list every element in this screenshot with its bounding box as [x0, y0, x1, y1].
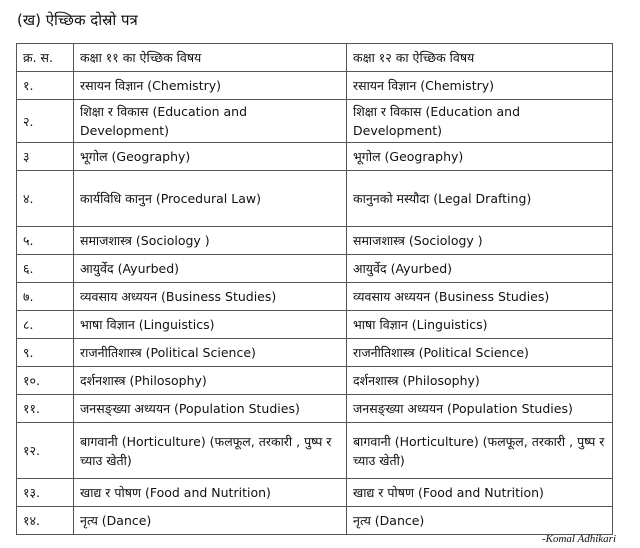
class-11-subject-cell: कार्यविधि कानुन (Procedural Law): [73, 170, 347, 227]
class-11-subject-cell: बागवानी (Horticulture) (फलफूल, तरकारी , …: [73, 422, 347, 479]
table-row: १. रसायन विज्ञान (Chemistry) रसायन विज्ञान…: [16, 71, 613, 100]
table-header-row: क्र. स. कक्षा ११ का ऐच्छिक विषय कक्षा १२…: [16, 43, 613, 72]
class-12-subject-cell: राजनीतिशास्त्र (Political Science): [346, 338, 613, 367]
class-12-subject-cell: व्यवसाय अध्ययन (Business Studies): [346, 282, 613, 311]
class-12-subject-cell: खाद्य र पोषण (Food and Nutrition): [346, 478, 613, 507]
table-row: १४. नृत्य (Dance) नृत्य (Dance): [16, 506, 613, 535]
serial-cell: २.: [16, 99, 74, 143]
class-12-subject-cell: बागवानी (Horticulture) (फलफूल, तरकारी , …: [346, 422, 613, 479]
table-row: ६. आयुर्वेद (Ayurbed) आयुर्वेद (Ayurbed): [16, 254, 613, 283]
serial-cell: १०.: [16, 366, 74, 395]
table-row: ३ भूगोल (Geography) भूगोल (Geography): [16, 142, 613, 171]
class-12-subject-cell: नृत्य (Dance): [346, 506, 613, 535]
class-12-subject-cell: रसायन विज्ञान (Chemistry): [346, 71, 613, 100]
class-12-subject-cell: दर्शनशास्त्र (Philosophy): [346, 366, 613, 395]
class-11-subject-cell: जनसङ्ख्या अध्ययन (Population Studies): [73, 394, 347, 423]
class-11-subject-cell: नृत्य (Dance): [73, 506, 347, 535]
serial-cell: ३: [16, 142, 74, 171]
header-class-11: कक्षा ११ का ऐच्छिक विषय: [73, 43, 347, 72]
class-11-subject-cell: दर्शनशास्त्र (Philosophy): [73, 366, 347, 395]
signature: -Komal Adhikari: [541, 533, 616, 545]
table-row: ४. कार्यविधि कानुन (Procedural Law) कानुनक…: [16, 170, 613, 227]
class-11-subject-cell: शिक्षा र विकास (Education and Developmen…: [73, 99, 347, 143]
class-11-subject-cell: समाजशास्त्र (Sociology ): [73, 226, 347, 255]
class-12-subject-cell: कानुनको मस्यौदा (Legal Drafting): [346, 170, 613, 227]
serial-cell: ८.: [16, 310, 74, 339]
class-12-subject-cell: भाषा विज्ञान (Linguistics): [346, 310, 613, 339]
table-row: ९. राजनीतिशास्त्र (Political Science) राजन…: [16, 338, 613, 367]
table-row: ११. जनसङ्ख्या अध्ययन (Population Studies)…: [16, 394, 613, 423]
class-11-subject-cell: आयुर्वेद (Ayurbed): [73, 254, 347, 283]
serial-cell: १४.: [16, 506, 74, 535]
serial-cell: १.: [16, 71, 74, 100]
serial-cell: ११.: [16, 394, 74, 423]
class-11-subject-cell: भूगोल (Geography): [73, 142, 347, 171]
header-class-12: कक्षा १२ का ऐच्छिक विषय: [346, 43, 613, 72]
table-row: ७. व्यवसाय अध्ययन (Business Studies) व्यवस…: [16, 282, 613, 311]
elective-subjects-table: क्र. स. कक्षा ११ का ऐच्छिक विषय कक्षा १२…: [16, 43, 613, 535]
class-12-subject-cell: समाजशास्त्र (Sociology ): [346, 226, 613, 255]
table-row: २. शिक्षा र विकास (Education and Developm…: [16, 99, 613, 143]
serial-cell: ४.: [16, 170, 74, 227]
table-row: ५. समाजशास्त्र (Sociology ) समाजशास्त्र (S…: [16, 226, 613, 255]
class-12-subject-cell: भूगोल (Geography): [346, 142, 613, 171]
class-11-subject-cell: भाषा विज्ञान (Linguistics): [73, 310, 347, 339]
class-12-subject-cell: आयुर्वेद (Ayurbed): [346, 254, 613, 283]
serial-cell: ६.: [16, 254, 74, 283]
serial-cell: ७.: [16, 282, 74, 311]
class-12-subject-cell: जनसङ्ख्या अध्ययन (Population Studies): [346, 394, 613, 423]
section-title: (ख) ऐच्छिक दोस्रो पत्र: [17, 11, 138, 29]
table-row: १०. दर्शनशास्त्र (Philosophy) दर्शनशास्त्र…: [16, 366, 613, 395]
header-serial: क्र. स.: [16, 43, 74, 72]
class-11-subject-cell: रसायन विज्ञान (Chemistry): [73, 71, 347, 100]
table-row: १३. खाद्य र पोषण (Food and Nutrition) खाद्…: [16, 478, 613, 507]
table-row: १२. बागवानी (Horticulture) (फलफूल, तरकारी…: [16, 422, 613, 479]
serial-cell: ५.: [16, 226, 74, 255]
class-11-subject-cell: राजनीतिशास्त्र (Political Science): [73, 338, 347, 367]
class-12-subject-cell: शिक्षा र विकास (Education and Developmen…: [346, 99, 613, 143]
class-11-subject-cell: व्यवसाय अध्ययन (Business Studies): [73, 282, 347, 311]
serial-cell: १२.: [16, 422, 74, 479]
serial-cell: १३.: [16, 478, 74, 507]
class-11-subject-cell: खाद्य र पोषण (Food and Nutrition): [73, 478, 347, 507]
table-row: ८. भाषा विज्ञान (Linguistics) भाषा विज्ञान…: [16, 310, 613, 339]
serial-cell: ९.: [16, 338, 74, 367]
